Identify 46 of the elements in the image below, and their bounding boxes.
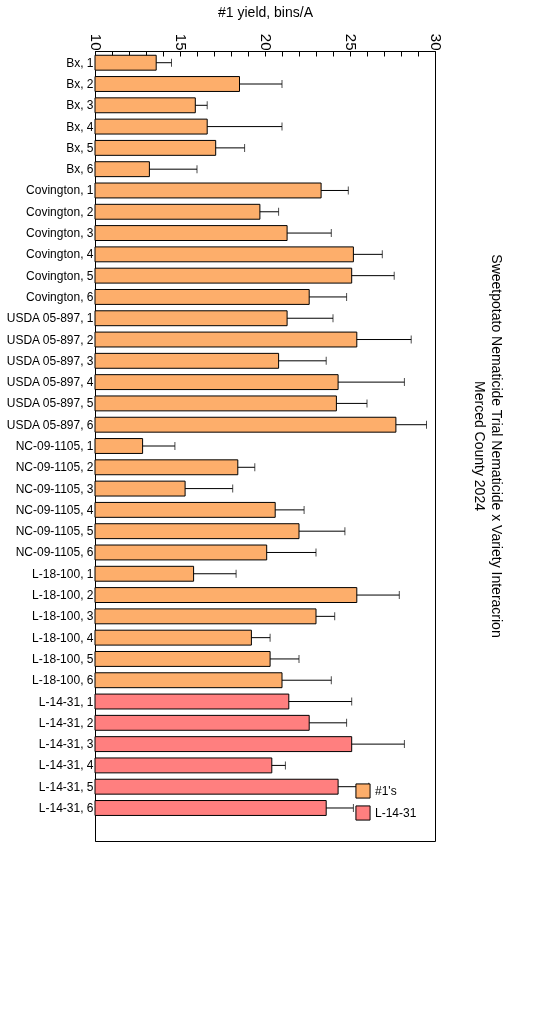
text: Merced County 2024	[472, 381, 488, 512]
x-tick-label: 20	[257, 33, 275, 51]
text: Sweetpotato Nematicide Trial Nematicide x Variety Interacrion	[489, 254, 505, 638]
y-tick-label: NC-09-1105, 3	[15, 481, 94, 496]
y-tick-label: L-18-100, 4	[32, 630, 94, 645]
y-tick-label: Bx, 3	[66, 98, 94, 113]
y-tick-label: L-18-100, 2	[32, 588, 94, 603]
y-tick-label: L-14-31, 1	[38, 694, 94, 709]
x-tick-label: 30	[427, 33, 445, 51]
y-tick-label: L-14-31, 4	[38, 758, 94, 773]
y-tick-label: Bx, 2	[66, 77, 94, 92]
y-tick-label: USDA 05-897, 4	[6, 375, 94, 390]
y-tick-label: L-14-31, 3	[38, 737, 94, 752]
legend-label: #1's	[375, 784, 397, 798]
y-tick-label: Bx, 5	[66, 140, 94, 155]
y-tick-label: Covington, 6	[26, 289, 94, 304]
y-tick-label: NC-09-1105, 6	[15, 545, 94, 560]
y-tick-label: Bx, 4	[66, 119, 94, 134]
y-tick-label: Covington, 1	[26, 183, 94, 198]
y-tick-label: L-18-100, 3	[32, 609, 94, 624]
x-tick-label: 25	[342, 33, 360, 51]
x-tick-label: 10	[87, 33, 105, 51]
y-tick-label: L-18-100, 6	[32, 673, 94, 688]
y-tick-label: Covington, 4	[26, 247, 94, 262]
y-tick-label: L-18-100, 1	[32, 566, 94, 581]
y-tick-label: USDA 05-897, 6	[6, 417, 94, 432]
y-tick-label: USDA 05-897, 3	[6, 353, 94, 368]
y-tick-label: L-14-31, 5	[38, 779, 94, 794]
y-tick-label: Covington, 3	[26, 226, 94, 241]
y-tick-label: L-14-31, 2	[38, 715, 94, 730]
y-tick-label: USDA 05-897, 2	[6, 332, 94, 347]
y-tick-label: NC-09-1105, 2	[15, 460, 94, 475]
y-tick-label: Bx, 1	[66, 55, 94, 70]
y-tick-label: NC-09-1105, 5	[15, 524, 94, 539]
y-tick-label: USDA 05-897, 5	[6, 396, 94, 411]
y-tick-label: Covington, 5	[26, 268, 94, 283]
x-tick-label: 15	[172, 33, 190, 51]
y-tick-label: L-18-100, 5	[32, 651, 94, 666]
y-tick-label: NC-09-1105, 4	[15, 502, 94, 517]
y-tick-label: L-14-31, 6	[38, 800, 94, 815]
y-tick-label: Covington, 2	[26, 204, 94, 219]
x-axis-title: #1 yield, bins/A	[218, 3, 314, 20]
legend-label: L-14-31	[375, 806, 417, 820]
y-tick-label: NC-09-1105, 1	[15, 439, 94, 453]
y-tick-label: USDA 05-897, 1	[6, 311, 94, 326]
y-tick-label: Bx, 6	[66, 162, 94, 177]
